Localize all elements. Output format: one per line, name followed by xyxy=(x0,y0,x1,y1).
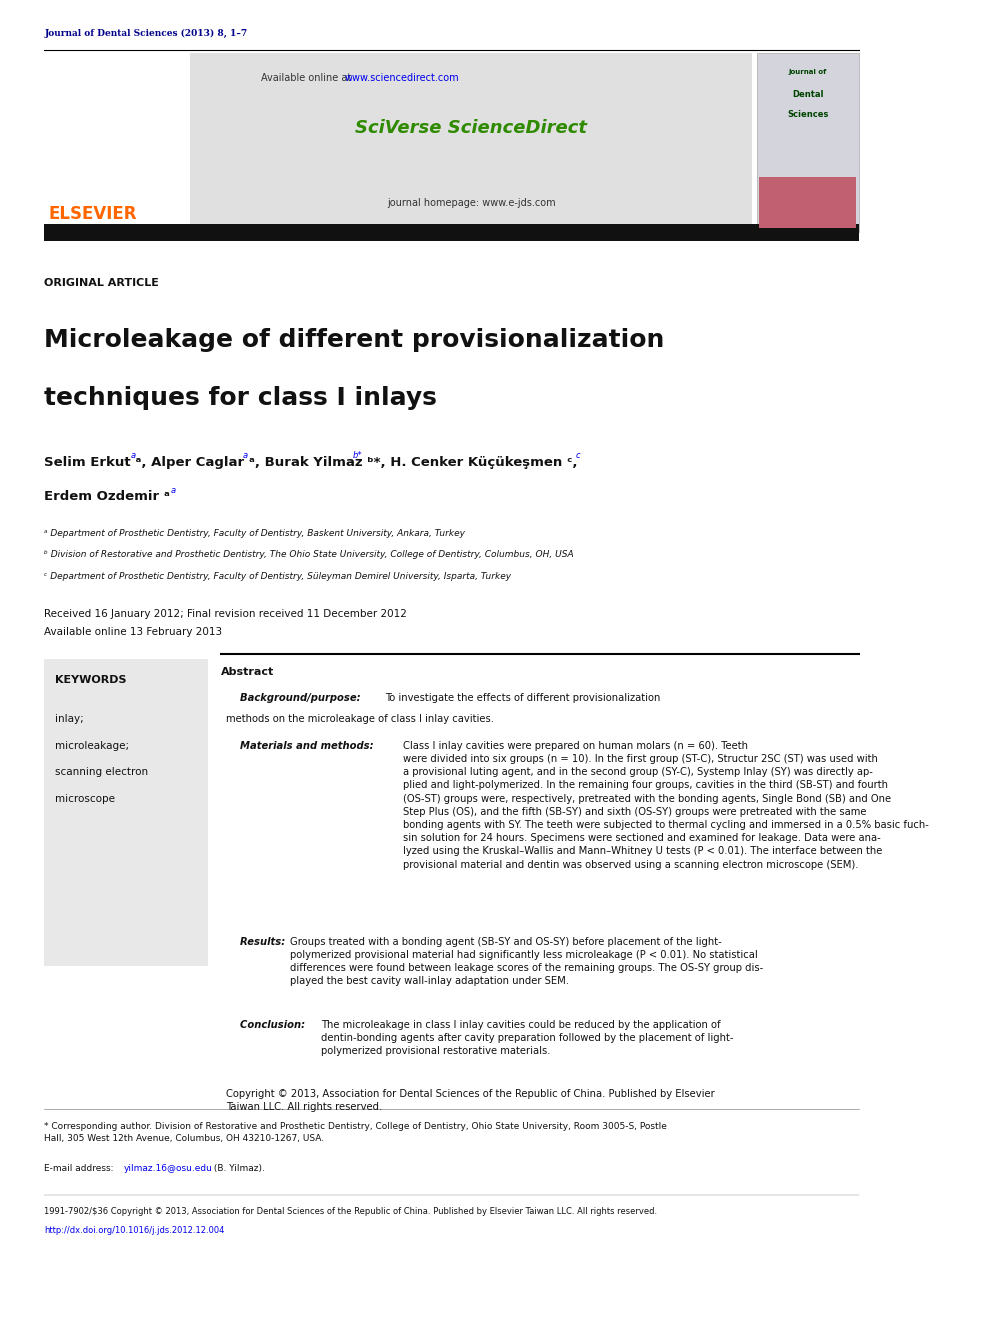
Text: journal homepage: www.e-jds.com: journal homepage: www.e-jds.com xyxy=(387,198,556,209)
Text: a: a xyxy=(242,451,248,460)
Text: Received 16 January 2012; Final revision received 11 December 2012: Received 16 January 2012; Final revision… xyxy=(45,609,407,619)
Text: Background/purpose:: Background/purpose: xyxy=(226,693,360,704)
Text: a: a xyxy=(171,486,176,495)
Text: Journal of: Journal of xyxy=(789,69,826,75)
Text: Erdem Ozdemir ᵃ: Erdem Ozdemir ᵃ xyxy=(45,490,171,503)
Bar xyxy=(45,224,858,241)
Text: Copyright © 2013, Association for Dental Sciences of the Republic of China. Publ: Copyright © 2013, Association for Dental… xyxy=(226,1089,714,1113)
Text: Results:: Results: xyxy=(226,937,285,947)
Text: c: c xyxy=(575,451,580,460)
Text: Materials and methods:: Materials and methods: xyxy=(226,741,373,751)
Text: Groups treated with a bonding agent (SB-SY and OS-SY) before placement of the li: Groups treated with a bonding agent (SB-… xyxy=(291,937,764,986)
Text: microscope: microscope xyxy=(55,794,115,804)
Text: Selim Erkut ᵃ, Alper Caglar ᵃ, Burak Yilmaz ᵇ*, H. Cenker Küçükeşmen ᶜ,: Selim Erkut ᵃ, Alper Caglar ᵃ, Burak Yil… xyxy=(45,456,577,470)
Text: Abstract: Abstract xyxy=(221,667,275,677)
Text: Conclusion:: Conclusion: xyxy=(226,1020,305,1031)
Text: Available online 13 February 2013: Available online 13 February 2013 xyxy=(45,627,222,638)
Text: 1991-7902/$36 Copyright © 2013, Association for Dental Sciences of the Republic : 1991-7902/$36 Copyright © 2013, Associat… xyxy=(45,1207,658,1216)
Text: http://dx.doi.org/10.1016/j.jds.2012.12.004: http://dx.doi.org/10.1016/j.jds.2012.12.… xyxy=(45,1226,224,1236)
Text: KEYWORDS: KEYWORDS xyxy=(55,675,126,685)
Text: scanning electron: scanning electron xyxy=(55,767,148,778)
Text: ᶜ Department of Prosthetic Dentistry, Faculty of Dentistry, Süleyman Demirel Uni: ᶜ Department of Prosthetic Dentistry, Fa… xyxy=(45,572,512,581)
Text: ELSEVIER: ELSEVIER xyxy=(49,205,137,224)
Bar xyxy=(190,53,752,232)
Text: a: a xyxy=(131,451,136,460)
Text: SciVerse ScienceDirect: SciVerse ScienceDirect xyxy=(355,119,587,138)
Text: b*: b* xyxy=(352,451,362,460)
Text: www.sciencedirect.com: www.sciencedirect.com xyxy=(344,73,459,83)
Text: Journal of Dental Sciences (2013) 8, 1–7: Journal of Dental Sciences (2013) 8, 1–7 xyxy=(45,29,247,38)
Bar xyxy=(757,53,858,232)
Text: Dental: Dental xyxy=(792,90,823,99)
Text: ᵇ Division of Restorative and Prosthetic Dentistry, The Ohio State University, C: ᵇ Division of Restorative and Prosthetic… xyxy=(45,550,574,560)
Text: inlay;: inlay; xyxy=(55,714,83,725)
Text: microleakage;: microleakage; xyxy=(55,741,129,751)
Text: Microleakage of different provisionalization: Microleakage of different provisionaliza… xyxy=(45,328,665,352)
Bar xyxy=(45,659,208,966)
Text: Sciences: Sciences xyxy=(787,110,828,119)
Text: (B. Yilmaz).: (B. Yilmaz). xyxy=(210,1164,265,1174)
Text: Class I inlay cavities were prepared on human molars (n = 60). Teeth
were divide: Class I inlay cavities were prepared on … xyxy=(403,741,929,869)
Text: To investigate the effects of different provisionalization: To investigate the effects of different … xyxy=(385,693,661,704)
Text: methods on the microleakage of class I inlay cavities.: methods on the microleakage of class I i… xyxy=(226,714,494,725)
Text: techniques for class I inlays: techniques for class I inlays xyxy=(45,386,437,410)
Text: The microleakage in class I inlay cavities could be reduced by the application o: The microleakage in class I inlay caviti… xyxy=(321,1020,734,1057)
Text: E-mail address:: E-mail address: xyxy=(45,1164,117,1174)
Text: ORIGINAL ARTICLE: ORIGINAL ARTICLE xyxy=(45,278,159,288)
Text: yilmaz.16@osu.edu: yilmaz.16@osu.edu xyxy=(124,1164,213,1174)
Bar xyxy=(760,177,856,228)
Text: ᵃ Department of Prosthetic Dentistry, Faculty of Dentistry, Baskent University, : ᵃ Department of Prosthetic Dentistry, Fa… xyxy=(45,529,465,538)
Text: Available online at: Available online at xyxy=(261,73,354,83)
Text: * Corresponding author. Division of Restorative and Prosthetic Dentistry, Colleg: * Corresponding author. Division of Rest… xyxy=(45,1122,668,1143)
